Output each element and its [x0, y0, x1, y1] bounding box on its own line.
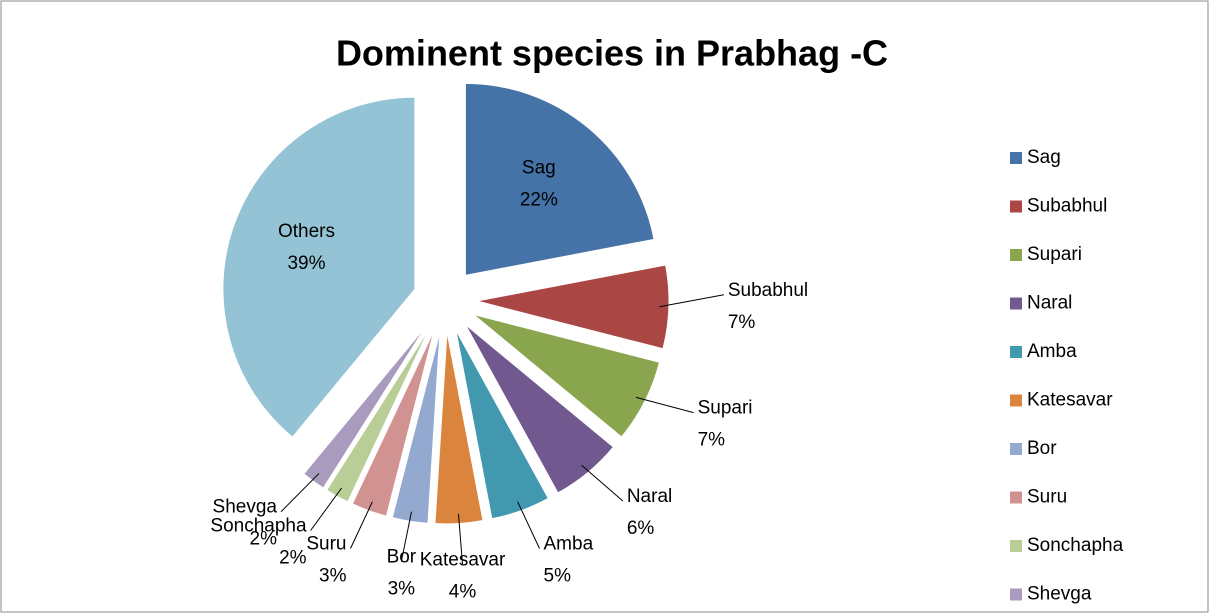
- leader-line: [400, 511, 412, 562]
- leader-line: [635, 396, 694, 414]
- leader-line: [659, 294, 724, 308]
- legend-label: Sonchapha: [1027, 535, 1124, 556]
- slice-label: Sag: [522, 158, 556, 179]
- pie-slice: [464, 324, 615, 494]
- legend-label: Amba: [1027, 341, 1077, 362]
- chart-title: Dominent species in Prabhag -C: [336, 33, 888, 74]
- leader-line: [581, 464, 624, 502]
- legend-label: Naral: [1027, 293, 1072, 314]
- slice-label: Shevga: [213, 497, 278, 518]
- legend-swatch: [1010, 394, 1022, 407]
- leader-line: [517, 501, 540, 549]
- pie-slice: [455, 329, 550, 520]
- slice-value: 22%: [520, 190, 558, 211]
- legend-label: Supari: [1027, 244, 1082, 265]
- legend-swatch: [1010, 491, 1022, 504]
- leader-line: [457, 513, 464, 565]
- legend-label: Suru: [1027, 487, 1067, 508]
- slice-value: 6%: [627, 518, 655, 539]
- legend-swatch: [1010, 200, 1022, 213]
- slice-value: 7%: [728, 312, 756, 333]
- pie-slice: [222, 96, 416, 438]
- pie-slice: [464, 82, 655, 276]
- slice-label: Supari: [698, 398, 753, 419]
- slice-value: 3%: [319, 566, 347, 587]
- legend-swatch: [1010, 297, 1022, 310]
- slice-value: 4%: [449, 581, 477, 602]
- legend-swatch: [1010, 249, 1022, 261]
- pie-slice: [326, 327, 431, 503]
- legend-label: Bor: [1027, 438, 1057, 459]
- slice-value: 2%: [279, 548, 307, 569]
- slice-label: Katesavar: [420, 549, 506, 570]
- slice-label: Suru: [306, 534, 346, 555]
- pie-slice: [351, 329, 435, 517]
- legend-label: Shevga: [1027, 584, 1092, 605]
- legend-swatch: [1010, 540, 1022, 552]
- leader-line: [350, 501, 373, 549]
- slice-label: Subabhul: [728, 280, 808, 301]
- slice-label: Others: [278, 221, 335, 242]
- pie-slice: [303, 325, 427, 489]
- slice-label: Amba: [544, 534, 594, 555]
- slice-label: Sonchapha: [210, 516, 307, 537]
- legend-swatch: [1010, 152, 1022, 164]
- leader-line: [280, 473, 320, 513]
- slice-label: Naral: [627, 486, 672, 507]
- legend-label: Sag: [1027, 147, 1061, 168]
- pie-slice: [476, 264, 670, 350]
- slice-value: 7%: [698, 430, 726, 451]
- legend-swatch: [1010, 588, 1022, 601]
- pie-slice: [473, 314, 661, 438]
- slice-value: 39%: [287, 253, 325, 274]
- slice-value: 2%: [250, 529, 278, 550]
- legend-swatch: [1010, 346, 1022, 358]
- slice-value: 3%: [388, 579, 416, 600]
- legend-label: Subabhul: [1027, 196, 1107, 217]
- legend-swatch: [1010, 443, 1022, 455]
- slice-value: 5%: [544, 566, 572, 587]
- leader-line: [310, 487, 343, 531]
- legend-label: Katesavar: [1027, 390, 1113, 411]
- slice-label: Bor: [387, 547, 417, 568]
